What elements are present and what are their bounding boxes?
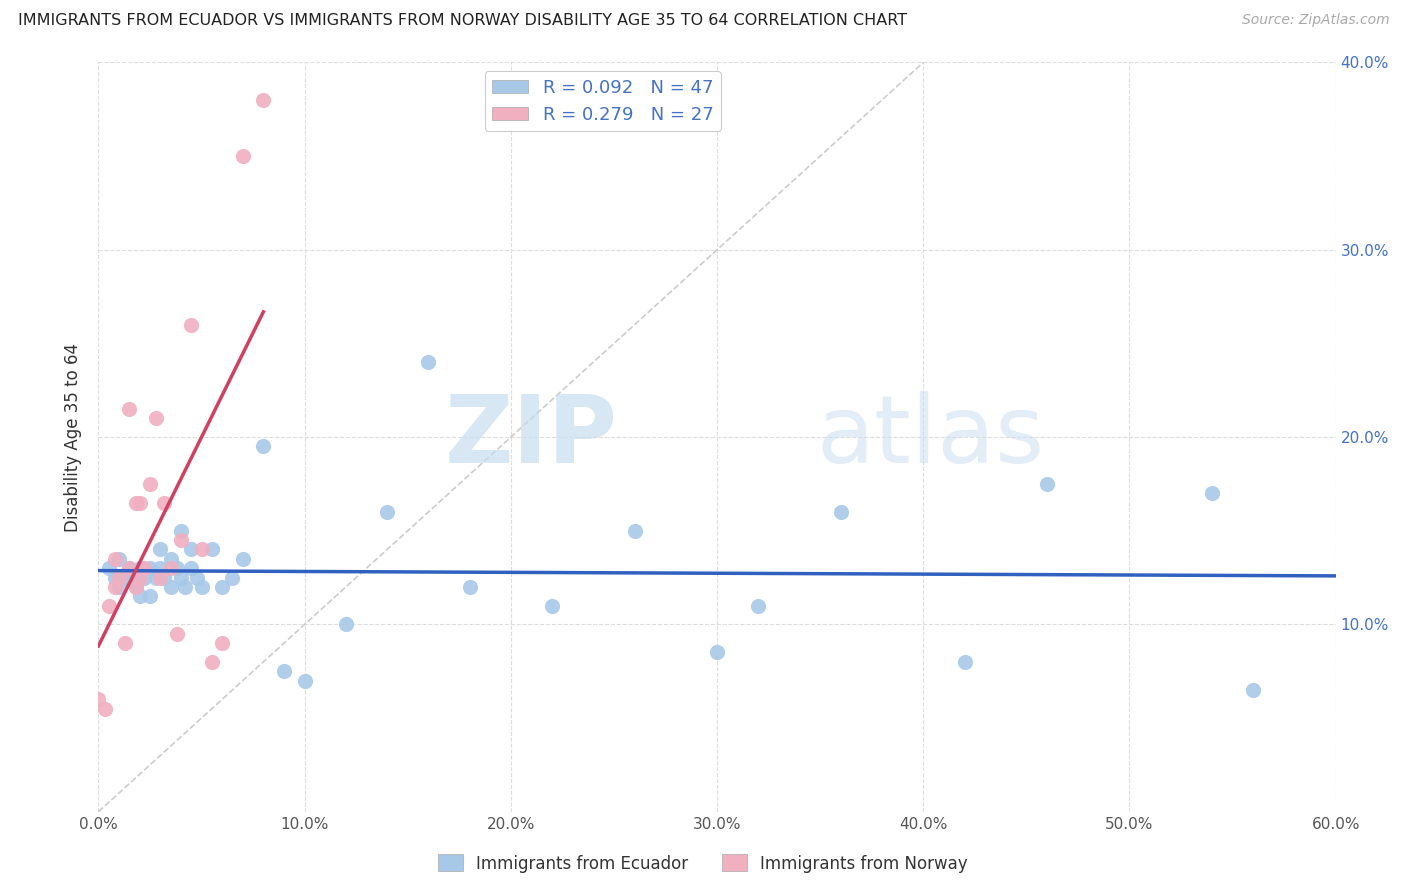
Point <box>149 542 172 557</box>
Point <box>112 571 135 585</box>
Point <box>1201 486 1223 500</box>
Point <box>166 626 188 640</box>
Point <box>232 551 254 566</box>
Point <box>149 561 172 575</box>
Point <box>128 496 150 510</box>
Text: atlas: atlas <box>815 391 1045 483</box>
Point <box>294 673 316 688</box>
Point <box>201 655 224 669</box>
Point <box>97 599 120 613</box>
Point <box>458 580 481 594</box>
Point <box>830 505 852 519</box>
Point <box>623 524 645 538</box>
Text: ZIP: ZIP <box>446 391 619 483</box>
Point <box>139 476 162 491</box>
Point <box>211 580 233 594</box>
Point <box>124 580 146 594</box>
Point <box>108 551 131 566</box>
Point <box>108 571 131 585</box>
Point <box>232 149 254 163</box>
Point <box>186 571 208 585</box>
Point <box>93 701 115 715</box>
Text: IMMIGRANTS FROM ECUADOR VS IMMIGRANTS FROM NORWAY DISABILITY AGE 35 TO 64 CORREL: IMMIGRANTS FROM ECUADOR VS IMMIGRANTS FR… <box>18 13 907 29</box>
Point <box>1036 476 1059 491</box>
Point <box>132 561 155 575</box>
Point <box>170 533 193 547</box>
Point <box>170 524 193 538</box>
Point <box>541 599 564 613</box>
Point <box>108 580 131 594</box>
Point <box>190 542 212 557</box>
Point <box>128 561 150 575</box>
Point <box>139 590 162 604</box>
Point <box>159 561 181 575</box>
Point <box>139 561 162 575</box>
Point <box>1241 683 1264 698</box>
Point <box>418 355 440 369</box>
Point <box>128 571 150 585</box>
Point <box>166 561 188 575</box>
Point <box>170 571 193 585</box>
Point <box>273 664 295 679</box>
Point <box>124 496 146 510</box>
Point <box>180 542 202 557</box>
Point <box>145 411 167 425</box>
Point <box>180 318 202 332</box>
Point <box>747 599 769 613</box>
Point <box>104 551 127 566</box>
Point <box>114 636 136 650</box>
Point <box>375 505 398 519</box>
Point <box>149 571 172 585</box>
Point <box>118 571 141 585</box>
Point <box>221 571 243 585</box>
Point <box>87 692 110 706</box>
Point <box>153 571 176 585</box>
Y-axis label: Disability Age 35 to 64: Disability Age 35 to 64 <box>65 343 83 532</box>
Point <box>180 561 202 575</box>
Legend: Immigrants from Ecuador, Immigrants from Norway: Immigrants from Ecuador, Immigrants from… <box>432 847 974 880</box>
Point <box>104 580 127 594</box>
Point <box>252 93 274 107</box>
Point <box>97 561 120 575</box>
Point <box>118 561 141 575</box>
Point <box>159 551 181 566</box>
Point <box>953 655 976 669</box>
Point <box>124 580 146 594</box>
Point <box>201 542 224 557</box>
Point <box>706 646 728 660</box>
Point <box>128 590 150 604</box>
Text: Source: ZipAtlas.com: Source: ZipAtlas.com <box>1241 13 1389 28</box>
Point <box>252 440 274 453</box>
Point <box>190 580 212 594</box>
Point <box>132 571 155 585</box>
Point <box>118 401 141 416</box>
Point <box>104 571 127 585</box>
Point <box>153 496 176 510</box>
Point <box>145 571 167 585</box>
Point <box>159 580 181 594</box>
Point <box>174 580 197 594</box>
Point <box>211 636 233 650</box>
Point <box>335 617 357 632</box>
Legend: R = 0.092   N = 47, R = 0.279   N = 27: R = 0.092 N = 47, R = 0.279 N = 27 <box>485 71 720 131</box>
Point <box>118 561 141 575</box>
